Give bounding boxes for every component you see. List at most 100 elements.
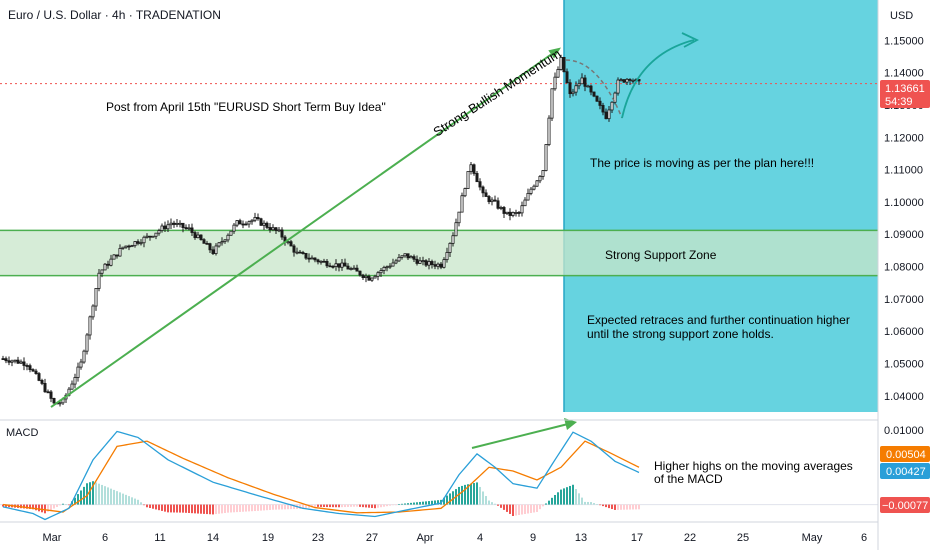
macd-hist-bar xyxy=(410,502,412,505)
macd-hist-bar xyxy=(533,504,535,513)
candle-body xyxy=(505,211,509,214)
macd-hist-bar xyxy=(107,487,109,505)
candle-body xyxy=(40,380,44,384)
macd-hist-bar xyxy=(89,482,91,505)
candle-body xyxy=(460,195,464,213)
price-axis[interactable]: 1.150001.140001.130001.120001.110001.100… xyxy=(884,35,924,402)
candle-body xyxy=(364,275,368,278)
macd-hist-bar xyxy=(278,504,280,510)
macd-hist-bar xyxy=(290,504,292,510)
macd-hist-bar xyxy=(509,504,511,514)
macd-hist-bar xyxy=(119,492,121,505)
currency-label[interactable]: USD xyxy=(890,10,913,22)
candle-body xyxy=(160,225,164,231)
macd-hist-bar xyxy=(62,503,64,505)
macd-hist-bar xyxy=(476,482,478,505)
macd-hist-bar xyxy=(572,484,574,505)
macd-hist-bar xyxy=(5,504,7,507)
support-zone xyxy=(0,230,878,276)
candle-body xyxy=(328,265,332,268)
time-tick-label: 4 xyxy=(477,532,483,544)
macd-hist-bar xyxy=(593,503,595,505)
candle-body xyxy=(313,257,317,261)
macd-hist-bar xyxy=(551,497,553,505)
candle-body xyxy=(7,360,11,363)
candle-body xyxy=(400,255,404,258)
macd-hist-bar xyxy=(2,504,4,507)
candle-body xyxy=(529,188,533,194)
candle-body xyxy=(319,260,323,263)
time-axis[interactable]: Mar 6 11 14 19 23 27 Apr 4 9 13 17 22 25 May 6 xyxy=(43,532,868,544)
indicator-label[interactable]: MACD xyxy=(6,427,38,439)
macd-hist-bar xyxy=(251,504,253,512)
price-tick-label: 1.14000 xyxy=(884,68,924,80)
macd-hist-bar xyxy=(635,504,637,510)
macd-hist-bar xyxy=(32,504,34,510)
macd-hist-bar xyxy=(236,504,238,513)
macd-hist-bar xyxy=(131,497,133,505)
macd-hist-bar xyxy=(524,504,526,514)
candle-body xyxy=(394,260,398,264)
candle-body xyxy=(238,220,242,225)
macd-hist-bar xyxy=(617,504,619,510)
candle-body xyxy=(349,268,353,271)
macd-momentum-arrow-head xyxy=(564,418,577,430)
candle-body xyxy=(4,358,8,362)
macd-hist-bar xyxy=(554,495,556,505)
candle-body xyxy=(211,249,215,254)
macd-hist-bar xyxy=(305,504,307,509)
macd-hist-bar xyxy=(488,500,490,505)
macd-hist-bar xyxy=(362,504,364,508)
macd-hist-bar xyxy=(461,485,463,505)
momentum-arrow xyxy=(50,53,552,408)
macd-hist-bar xyxy=(374,504,376,509)
macd-badge xyxy=(880,446,930,462)
candle-body xyxy=(532,185,536,190)
candle-body xyxy=(622,79,626,83)
macd-hist-bar xyxy=(125,494,127,505)
candle-body xyxy=(391,262,395,267)
macd-hist-bar xyxy=(515,504,517,516)
macd-hist-bar xyxy=(152,504,154,509)
macd-hist-bar xyxy=(242,504,244,512)
candle-body xyxy=(148,235,152,238)
macd-hist-bar xyxy=(629,504,631,510)
time-tick-label: 14 xyxy=(207,532,219,544)
macd-hist-bar xyxy=(497,504,499,506)
candle-body xyxy=(16,359,20,364)
projection-arrow xyxy=(621,39,695,119)
macd-hist-bar xyxy=(326,504,328,508)
candle-body xyxy=(190,227,194,233)
macd-hist-bar xyxy=(512,504,514,516)
macd-hist-bar xyxy=(632,504,634,510)
candle-body xyxy=(427,261,431,266)
candle-body xyxy=(535,180,539,187)
candle-body xyxy=(457,211,461,224)
candle-body xyxy=(1,358,5,361)
macd-hist-bar xyxy=(491,502,493,505)
macd-hist-bar xyxy=(353,504,355,507)
macd-hist-bar xyxy=(245,504,247,512)
candle-body xyxy=(199,234,203,241)
candle-body xyxy=(253,217,257,221)
macd-signal-line xyxy=(2,440,640,514)
macd-hist-bar xyxy=(146,504,148,508)
candle-body xyxy=(184,227,188,229)
macd-hist-bar xyxy=(530,504,532,513)
time-tick-label: May xyxy=(802,532,823,544)
macd-hist-bar xyxy=(545,503,547,505)
macd-hist-bar xyxy=(155,504,157,510)
macd-hist-bar xyxy=(380,504,382,508)
candle-body xyxy=(58,402,62,405)
candle-body xyxy=(496,200,500,209)
candle-body xyxy=(337,263,341,268)
candle-body xyxy=(151,235,155,238)
macd-hist-bar xyxy=(620,504,622,510)
macd-hist-bar xyxy=(314,504,316,507)
candle-body xyxy=(259,218,263,226)
macd-hist-bar xyxy=(164,504,166,512)
candle-body xyxy=(436,263,440,267)
macd-hist-bar xyxy=(239,504,241,512)
macd-hist-bar xyxy=(398,504,400,505)
